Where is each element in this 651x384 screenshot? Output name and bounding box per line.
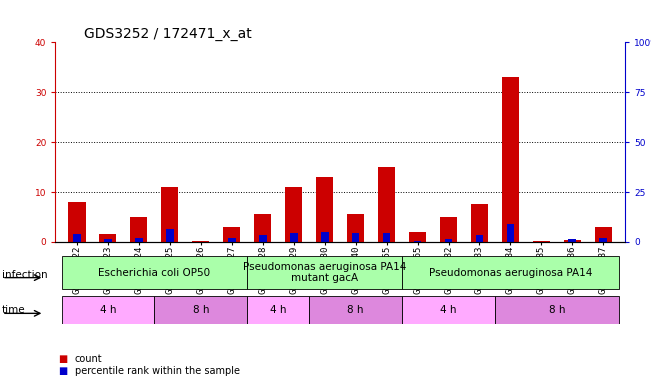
Text: 8 h: 8 h: [348, 305, 364, 315]
Bar: [383, 233, 391, 242]
Bar: [402, 256, 618, 289]
Bar: [255, 214, 271, 242]
Bar: [502, 77, 519, 242]
Bar: [321, 232, 329, 242]
Bar: [100, 234, 117, 242]
Bar: [564, 240, 581, 242]
Text: count: count: [75, 354, 102, 364]
Bar: [166, 230, 174, 242]
Bar: [290, 233, 298, 242]
Bar: [476, 235, 483, 242]
Bar: [445, 240, 452, 242]
Bar: [130, 217, 147, 242]
Text: 8 h: 8 h: [193, 305, 209, 315]
Bar: [533, 241, 550, 242]
Bar: [247, 296, 309, 324]
Text: 4 h: 4 h: [100, 305, 117, 315]
Bar: [104, 240, 112, 242]
Bar: [247, 256, 402, 289]
Bar: [440, 217, 457, 242]
Text: 4 h: 4 h: [270, 305, 286, 315]
Bar: [68, 202, 85, 242]
Bar: [316, 177, 333, 242]
Bar: [495, 296, 618, 324]
Bar: [595, 227, 612, 242]
Bar: [352, 233, 359, 242]
Bar: [228, 238, 236, 242]
Bar: [73, 234, 81, 242]
Text: percentile rank within the sample: percentile rank within the sample: [75, 366, 240, 376]
Bar: [285, 187, 302, 242]
Text: 8 h: 8 h: [549, 305, 565, 315]
Bar: [309, 296, 402, 324]
Bar: [259, 235, 267, 242]
Bar: [409, 232, 426, 242]
Text: time: time: [2, 305, 25, 315]
Text: ■: ■: [59, 354, 68, 364]
Text: 4 h: 4 h: [440, 305, 457, 315]
Text: ■: ■: [59, 366, 68, 376]
Bar: [135, 238, 143, 242]
Bar: [506, 224, 514, 242]
Bar: [402, 296, 495, 324]
Text: GDS3252 / 172471_x_at: GDS3252 / 172471_x_at: [84, 27, 251, 41]
Text: Escherichia coli OP50: Escherichia coli OP50: [98, 268, 210, 278]
Bar: [568, 240, 576, 242]
Bar: [192, 241, 210, 242]
Bar: [413, 241, 421, 242]
Bar: [154, 296, 247, 324]
Bar: [347, 214, 364, 242]
Bar: [471, 205, 488, 242]
Bar: [600, 238, 607, 242]
Bar: [62, 256, 247, 289]
Bar: [223, 227, 240, 242]
Text: infection: infection: [2, 270, 48, 280]
Text: Pseudomonas aeruginosa PA14
mutant gacA: Pseudomonas aeruginosa PA14 mutant gacA: [243, 262, 406, 283]
Bar: [161, 187, 178, 242]
Bar: [378, 167, 395, 242]
Text: Pseudomonas aeruginosa PA14: Pseudomonas aeruginosa PA14: [429, 268, 592, 278]
Bar: [62, 296, 154, 324]
